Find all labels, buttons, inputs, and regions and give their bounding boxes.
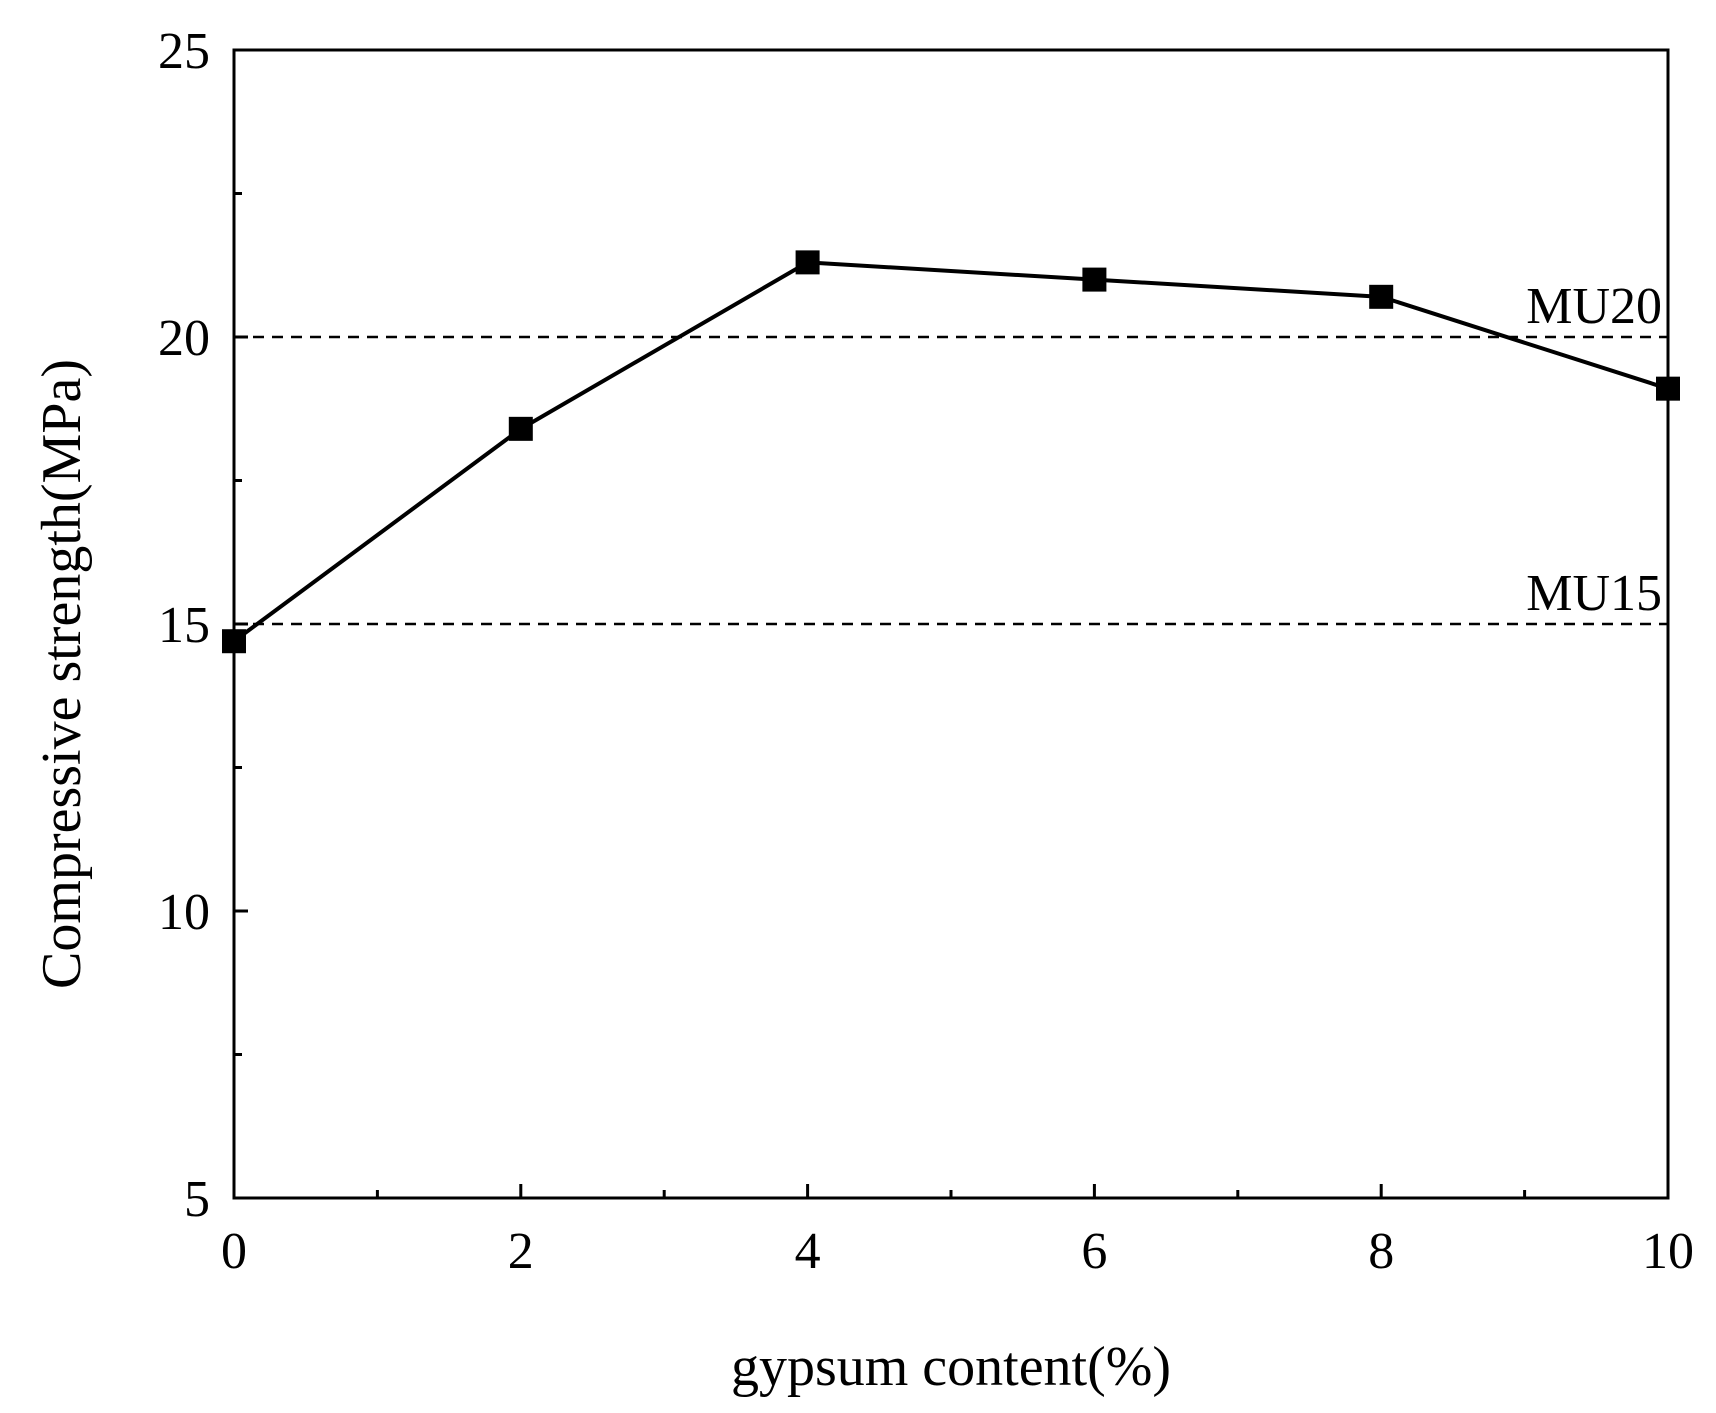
data-point-marker: [795, 250, 820, 275]
reference-label-mu15: MU15: [1526, 565, 1662, 622]
y-axis-title: Compressive strength(MPa): [31, 359, 93, 989]
reference-label-mu20: MU20: [1526, 278, 1662, 335]
x-axis-title: gypsum content(%): [731, 1336, 1171, 1398]
y-tick-label: 20: [158, 310, 210, 367]
data-point-marker: [508, 416, 533, 441]
data-point-marker: [1082, 267, 1107, 292]
y-tick-label: 5: [184, 1171, 210, 1228]
x-tick-label: 0: [221, 1223, 247, 1280]
data-point-marker: [1656, 376, 1680, 401]
x-tick-label: 4: [795, 1223, 821, 1280]
series-line-0: [232, 260, 1669, 643]
y-tick-label: 10: [158, 884, 210, 941]
x-tick-label: 6: [1081, 1223, 1107, 1280]
y-tick-label: 25: [158, 23, 210, 80]
y-tick-label: 15: [158, 597, 210, 654]
x-tick-label: 10: [1642, 1223, 1694, 1280]
x-tick-label: 8: [1368, 1223, 1394, 1280]
x-tick-label: 2: [508, 1223, 534, 1280]
data-point-marker: [222, 629, 246, 654]
data-point-marker: [1369, 284, 1394, 309]
